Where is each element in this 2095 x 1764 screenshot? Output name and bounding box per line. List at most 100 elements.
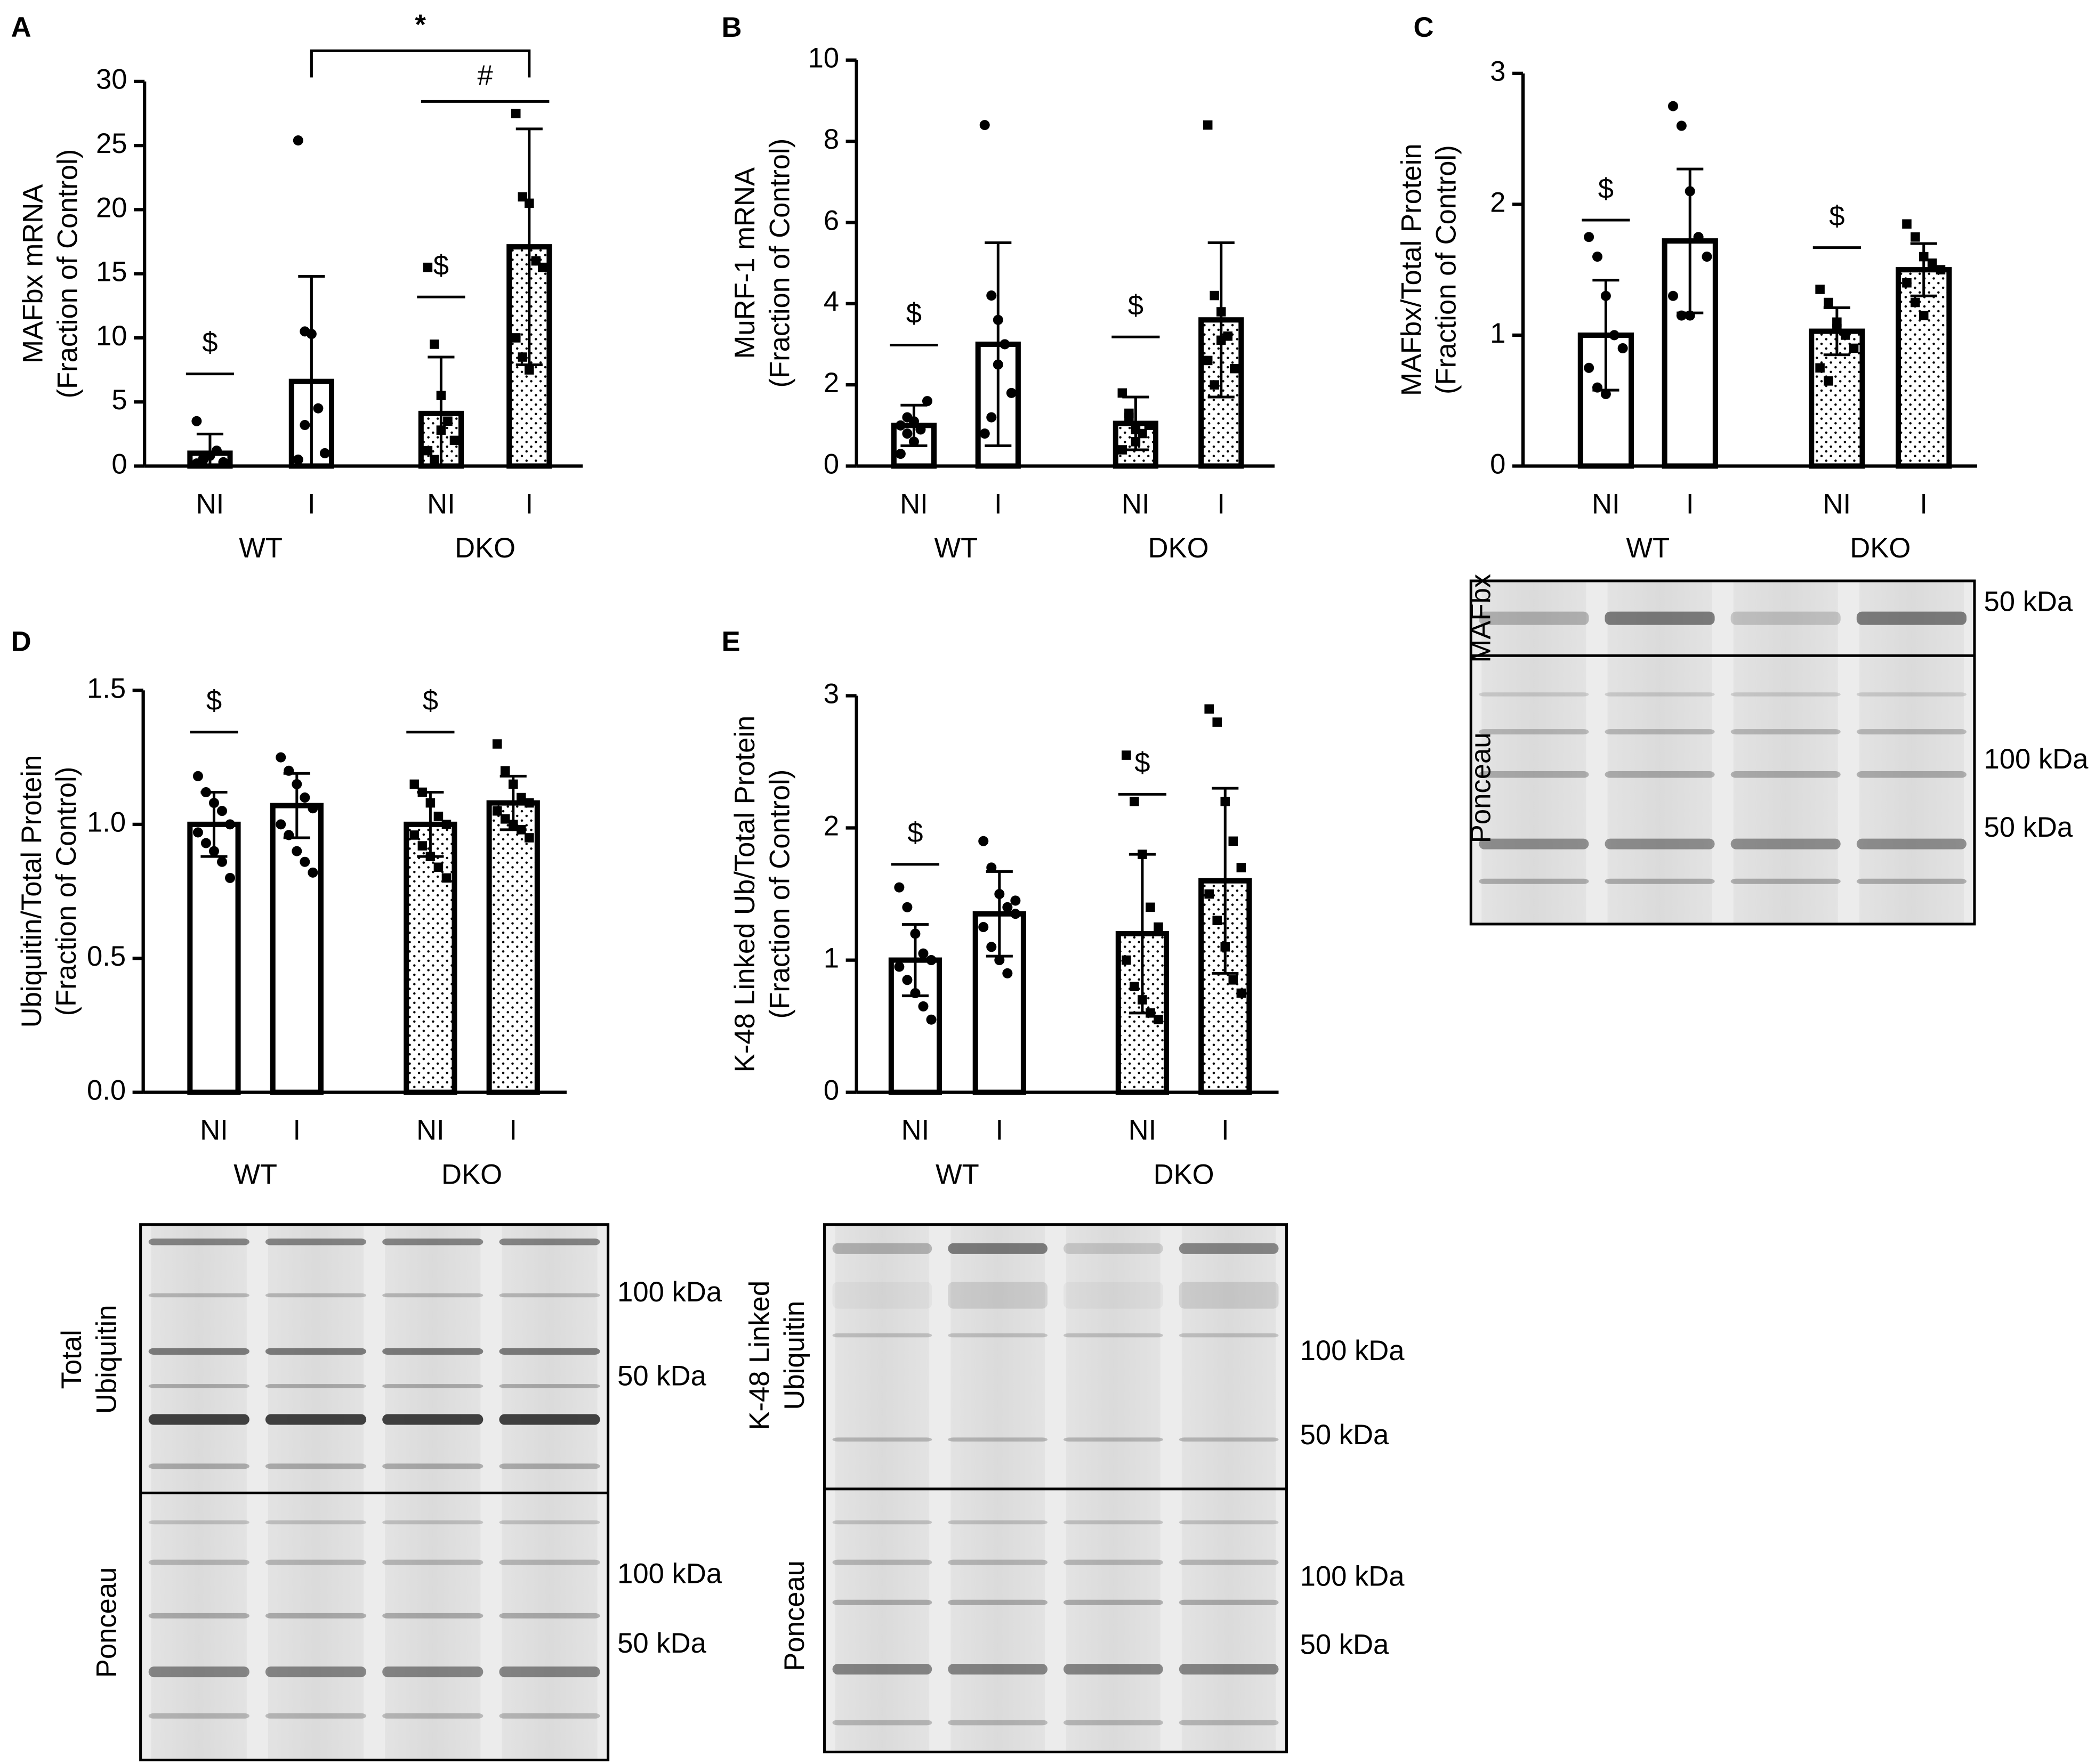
data-point [313,403,324,414]
x-tick-label: I [308,489,316,520]
data-point [1685,310,1695,321]
data-point [1236,988,1246,998]
y-axis-label: MAFbx mRNA [18,184,49,363]
x-tick-label: NI [196,489,224,520]
data-point [198,453,208,464]
y-tick-label: 6 [824,205,839,236]
data-point [200,838,211,848]
y-tick-label: 0 [824,1075,839,1106]
data-point [1919,252,1929,262]
x-tick-label: I [1920,489,1928,520]
data-point [430,339,439,349]
y-tick-label: 3 [1490,56,1505,87]
bar [1896,267,1952,469]
data-point [1832,323,1842,334]
blot-band [948,1664,1048,1675]
data-point [525,198,534,208]
data-point [1146,1008,1155,1018]
data-point [1702,252,1712,262]
data-point [306,329,317,339]
y-tick-label: 20 [96,192,127,223]
blot-band [1479,692,1589,697]
y-tick-label: 1.5 [87,673,126,704]
data-point [1849,343,1859,353]
data-point [441,820,452,829]
blot-band [1179,1599,1279,1605]
blot-band [1730,771,1841,778]
data-point [1584,362,1594,373]
blot-band [499,1239,600,1245]
data-point [993,359,1003,370]
blot-band [148,1559,249,1565]
blot-band [382,1666,484,1678]
blot-band [1730,729,1841,735]
blot-label: Ubiquitin [779,1301,810,1410]
data-point [1220,942,1230,952]
data-point [902,428,913,439]
data-point [441,873,452,883]
blot-band [1479,729,1589,735]
group-label: DKO [1850,532,1911,564]
blot-band [1856,771,1967,778]
blot-lane [1733,580,1838,924]
data-point [902,975,913,985]
data-point [926,955,937,966]
data-point [1911,297,1920,308]
blot-band [499,1713,600,1719]
data-point [894,882,905,893]
data-point [1685,186,1695,197]
y-tick-label: 0 [1490,448,1505,480]
group-label: WT [233,1159,277,1190]
blot-band [499,1293,600,1298]
blot-band [1179,1664,1279,1675]
kda-label: 100 kDa [1984,743,2089,775]
blot-band [948,1559,1048,1565]
kda-label: 50 kDa [1984,812,2073,843]
data-point [1002,902,1013,912]
blot-band [1063,1282,1163,1309]
data-point [409,830,420,840]
blot-band [382,1384,484,1388]
data-point [1600,290,1611,301]
data-point [292,846,302,856]
data-point [436,425,446,435]
blot-band [265,1293,367,1298]
data-point [443,416,453,426]
blot-band [265,1613,367,1619]
x-tick-label: NI [1122,489,1150,520]
blot-band [265,1384,367,1388]
blot-band [948,1333,1048,1338]
data-point [1824,376,1833,386]
blot-band [1605,729,1715,735]
data-point [1592,252,1603,262]
data-point [208,846,219,856]
data-point [284,765,294,776]
data-point [1000,339,1010,350]
significance-mark: $ [206,685,222,717]
data-point [216,806,228,816]
data-point [1216,307,1226,317]
y-tick-label: 5 [111,384,127,416]
data-point [910,988,921,999]
data-point [1600,389,1611,399]
data-point [423,262,433,272]
data-point [1154,1015,1163,1024]
blot-band [832,1599,932,1605]
data-point [986,290,997,301]
group-label: WT [1626,532,1670,564]
blot-band [1179,1559,1279,1565]
blot-band [1605,611,1715,625]
data-point [1230,363,1239,374]
data-point [1131,437,1141,447]
blot-band [832,1437,932,1442]
blot-band [1179,1437,1279,1442]
data-point [500,766,510,776]
data-point [895,449,906,459]
blot-band [265,1520,367,1525]
blot-band [148,1463,249,1469]
blot-band [148,1348,249,1355]
blot-label: K-48 Linked [744,1281,776,1430]
y-tick-label: 0.5 [87,941,126,972]
data-point [511,333,521,343]
data-point [433,811,444,821]
